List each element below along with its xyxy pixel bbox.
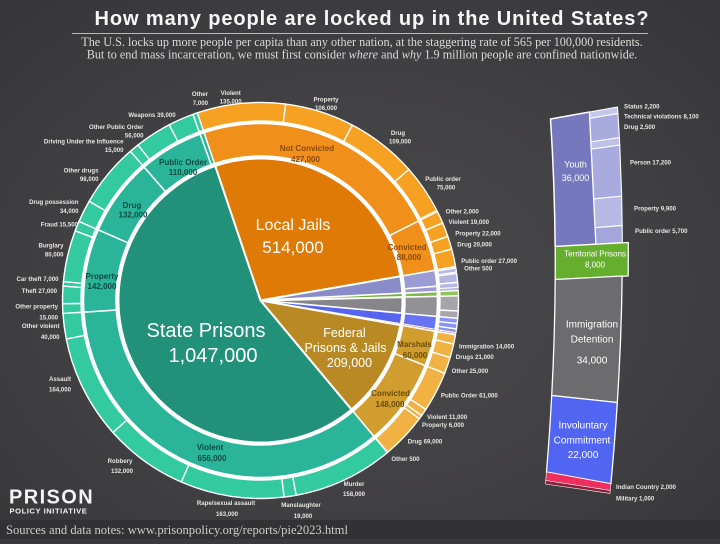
svg-text:Drug: Drug: [391, 130, 405, 137]
svg-text:15,000: 15,000: [105, 147, 124, 154]
svg-text:Drug 2,500: Drug 2,500: [624, 124, 656, 131]
svg-text:Prisons & Jails: Prisons & Jails: [305, 341, 387, 355]
svg-text:Fraud 15,500: Fraud 15,500: [41, 222, 79, 229]
svg-text:Status 2,200: Status 2,200: [624, 104, 660, 111]
svg-text:7,000: 7,000: [193, 100, 209, 107]
svg-text:56,000: 56,000: [125, 133, 144, 140]
svg-text:Driving Under the Influence: Driving Under the Influence: [44, 139, 124, 146]
svg-text:148,000: 148,000: [376, 400, 405, 409]
svg-text:135,000: 135,000: [220, 99, 243, 106]
svg-text:34,000: 34,000: [60, 208, 79, 215]
svg-text:514,000: 514,000: [262, 238, 323, 257]
svg-text:98,000: 98,000: [80, 176, 99, 183]
svg-text:State Prisons: State Prisons: [147, 320, 266, 342]
svg-text:Other 25,000: Other 25,000: [452, 368, 489, 375]
svg-text:Public order 27,000: Public order 27,000: [461, 258, 517, 265]
svg-text:Manslaughter: Manslaughter: [281, 502, 321, 509]
svg-text:109,000: 109,000: [389, 139, 412, 146]
svg-text:158,000: 158,000: [343, 491, 366, 498]
svg-text:Other 2,000: Other 2,000: [446, 209, 480, 216]
svg-text:But to end mass incarceration,: But to end mass incarceration, we must f…: [87, 48, 638, 62]
svg-text:Commitment: Commitment: [554, 436, 611, 447]
svg-text:Property: Property: [86, 272, 119, 281]
svg-text:Car theft 7,000: Car theft 7,000: [17, 276, 60, 283]
svg-text:22,000: 22,000: [568, 450, 599, 461]
svg-text:40,000: 40,000: [41, 334, 60, 341]
svg-text:Detention: Detention: [571, 335, 614, 346]
svg-text:Violent 19,000: Violent 19,000: [449, 219, 490, 226]
svg-text:Local Jails: Local Jails: [256, 217, 331, 234]
svg-text:Territorial Prisons: Territorial Prisons: [564, 250, 626, 259]
svg-text:Convicted: Convicted: [388, 243, 427, 252]
svg-text:Violent 11,000: Violent 11,000: [427, 414, 468, 421]
svg-text:Property: Property: [313, 97, 339, 104]
svg-text:Person 17,200: Person 17,200: [630, 160, 672, 167]
svg-text:Other 500: Other 500: [391, 456, 420, 463]
svg-text:656,000: 656,000: [198, 454, 227, 463]
svg-text:Violent: Violent: [197, 443, 224, 452]
svg-text:34,000: 34,000: [577, 356, 608, 367]
svg-text:209,000: 209,000: [327, 356, 372, 370]
svg-text:Property 9,900: Property 9,900: [634, 206, 677, 213]
svg-text:19,000: 19,000: [294, 513, 313, 520]
svg-text:Other: Other: [192, 91, 209, 98]
svg-text:Other property: Other property: [15, 304, 58, 311]
svg-text:Assault: Assault: [49, 376, 71, 383]
svg-text:Other Public Order: Other Public Order: [89, 124, 144, 131]
svg-text:15,000: 15,000: [39, 315, 58, 322]
svg-text:Other violent: Other violent: [22, 323, 60, 330]
svg-text:Involuntary: Involuntary: [559, 421, 608, 432]
svg-text:Public Order: Public Order: [159, 158, 207, 167]
svg-text:164,000: 164,000: [49, 387, 72, 394]
svg-text:Not Convicted: Not Convicted: [280, 144, 334, 153]
svg-text:106,000: 106,000: [315, 105, 338, 112]
svg-text:Immigration 14,000: Immigration 14,000: [459, 344, 515, 351]
svg-text:Drug possession: Drug possession: [29, 199, 79, 206]
svg-text:88,000: 88,000: [397, 253, 422, 262]
svg-text:Military 1,000: Military 1,000: [616, 496, 655, 503]
svg-text:142,000: 142,000: [88, 282, 117, 291]
svg-text:The U.S. locks up more people: The U.S. locks up more people per capita…: [81, 35, 642, 49]
svg-text:Other 500: Other 500: [464, 266, 493, 273]
svg-text:Weapons 39,000: Weapons 39,000: [128, 112, 176, 119]
svg-text:Sources and data notes: www.pr: Sources and data notes: www.prisonpolicy…: [6, 523, 348, 537]
svg-text:PRISON: PRISON: [9, 487, 94, 509]
svg-text:Robbery: Robbery: [108, 458, 133, 465]
svg-text:POLICY INITIATIVE: POLICY INITIATIVE: [10, 507, 88, 516]
svg-text:Drug 20,000: Drug 20,000: [457, 241, 492, 248]
svg-text:Rape/sexual assault: Rape/sexual assault: [197, 500, 255, 507]
svg-text:163,000: 163,000: [216, 511, 239, 518]
svg-text:Drug: Drug: [123, 201, 142, 210]
svg-text:8,000: 8,000: [585, 261, 606, 270]
svg-text:Property 6,000: Property 6,000: [422, 422, 465, 429]
svg-text:75,000: 75,000: [437, 185, 456, 192]
svg-text:80,000: 80,000: [45, 252, 64, 259]
svg-text:Other drugs: Other drugs: [64, 168, 99, 175]
svg-text:Technical violations 8,100: Technical violations 8,100: [624, 114, 699, 121]
svg-text:Youth: Youth: [564, 160, 587, 170]
svg-text:Theft 27,000: Theft 27,000: [22, 288, 58, 295]
svg-text:How many people are locked up: How many people are locked up in the Uni…: [95, 8, 650, 30]
svg-text:Burglary: Burglary: [38, 243, 64, 250]
svg-text:Public Order 61,000: Public Order 61,000: [441, 393, 499, 400]
svg-text:Drugs 21,000: Drugs 21,000: [456, 354, 495, 361]
svg-text:Murder: Murder: [344, 481, 365, 488]
svg-text:Public order 5,700: Public order 5,700: [635, 228, 688, 235]
svg-text:Indian Country 2,000: Indian Country 2,000: [616, 484, 677, 491]
svg-text:Property 22,000: Property 22,000: [455, 231, 501, 238]
svg-text:Convicted: Convicted: [371, 389, 410, 398]
svg-text:Federal: Federal: [323, 326, 365, 340]
svg-text:132,000: 132,000: [111, 468, 134, 475]
svg-text:36,000: 36,000: [562, 173, 590, 183]
svg-text:110,000: 110,000: [169, 168, 198, 177]
svg-text:Public order: Public order: [425, 176, 461, 183]
svg-text:Immigration: Immigration: [566, 320, 618, 331]
svg-text:1,047,000: 1,047,000: [169, 345, 258, 367]
svg-text:427,000: 427,000: [291, 155, 320, 164]
svg-text:Drug 69,000: Drug 69,000: [408, 439, 443, 446]
svg-text:60,000: 60,000: [403, 351, 428, 360]
svg-text:132,000: 132,000: [119, 211, 148, 220]
svg-text:Marshals: Marshals: [397, 340, 432, 349]
svg-text:Violent: Violent: [221, 90, 241, 97]
